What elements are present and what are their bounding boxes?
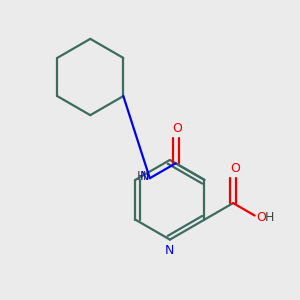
Text: O: O bbox=[230, 162, 240, 175]
Text: O: O bbox=[256, 211, 266, 224]
Text: N: N bbox=[140, 170, 149, 183]
Text: H: H bbox=[265, 211, 274, 224]
Text: H: H bbox=[136, 170, 146, 183]
Text: N: N bbox=[165, 244, 175, 257]
Text: O: O bbox=[172, 122, 182, 135]
